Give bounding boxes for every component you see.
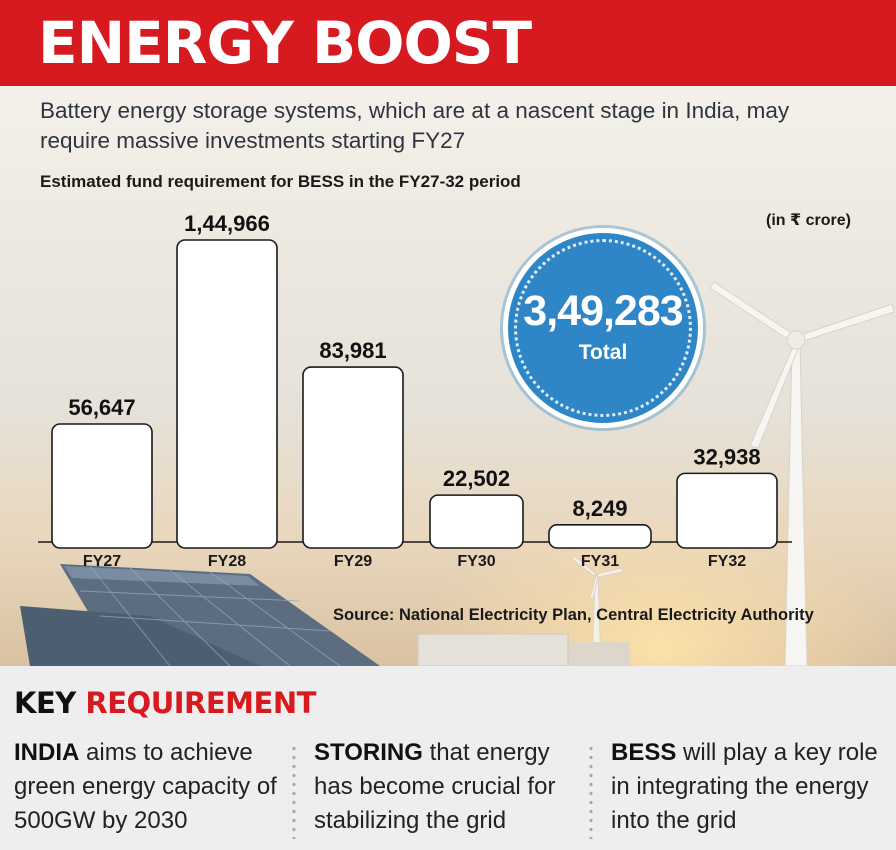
bar-value-label: 22,502 <box>443 466 510 491</box>
key-heading-black: KEY <box>14 686 76 720</box>
x-tick-label: FY29 <box>334 553 372 570</box>
key-item-lead: INDIA <box>14 739 80 766</box>
key-item: BESS will play a key role in integrating… <box>611 736 891 838</box>
wind-turbine-icon <box>709 281 895 666</box>
key-heading: KEY REQUIREMENT <box>14 686 316 720</box>
bar-fy28 <box>176 239 278 549</box>
x-tick-label: FY31 <box>581 553 619 570</box>
bar-value-label: 32,938 <box>693 444 760 469</box>
chart-title: Estimated fund requirement for BESS in t… <box>40 172 521 191</box>
key-heading-red: REQUIREMENT <box>85 686 316 720</box>
x-tick-label: FY27 <box>83 553 121 570</box>
key-item-lead: BESS <box>611 739 677 766</box>
x-tick-label: FY30 <box>457 553 495 570</box>
chart-panel: Battery energy storage systems, which ar… <box>0 86 896 666</box>
source-note: Source: National Electricity Plan, Centr… <box>333 606 814 624</box>
dotted-divider <box>292 744 296 839</box>
page-title: ENERGY BOOST <box>38 9 532 77</box>
bar-fy30 <box>429 494 524 549</box>
key-item-text: aims to achieve green energy capacity of… <box>14 739 277 834</box>
bar-fy29 <box>302 366 404 549</box>
key-item: STORING that energy has become crucial f… <box>314 736 589 838</box>
x-tick-label: FY28 <box>208 553 246 570</box>
total-badge: 3,49,283 Total <box>508 233 698 423</box>
background-scene <box>20 281 895 666</box>
total-value: 3,49,283 <box>523 287 683 335</box>
bar-fy31 <box>548 524 652 549</box>
key-item-text: will play a key role in integrating the … <box>611 739 878 834</box>
bar-chart: 56,647 FY27 1,44,966 FY28 83,981 FY29 22,502 FY… <box>38 211 792 570</box>
bar-value-label: 83,981 <box>319 338 386 363</box>
header-banner: ENERGY BOOST <box>0 0 896 86</box>
dotted-divider <box>589 744 593 839</box>
bar-fy32 <box>676 472 778 549</box>
solar-panels-icon <box>20 564 380 666</box>
key-item: INDIA aims to achieve green energy capac… <box>14 736 284 838</box>
bar-fy27 <box>51 423 153 549</box>
storage-container-icon <box>417 633 630 666</box>
key-requirement-section: KEY REQUIREMENT INDIA aims to achieve gr… <box>0 666 896 850</box>
bar-value-label: 8,249 <box>572 496 627 521</box>
total-label: Total <box>578 341 628 364</box>
chart-subtitle: Battery energy storage systems, which ar… <box>40 98 790 153</box>
key-item-lead: STORING <box>314 739 423 766</box>
unit-note: (in ₹ crore) <box>766 212 851 229</box>
bar-value-label: 56,647 <box>68 395 135 420</box>
key-item-text: that energy has become crucial for stabi… <box>314 739 556 834</box>
x-tick-label: FY32 <box>708 553 746 570</box>
bar-value-label: 1,44,966 <box>184 211 270 236</box>
